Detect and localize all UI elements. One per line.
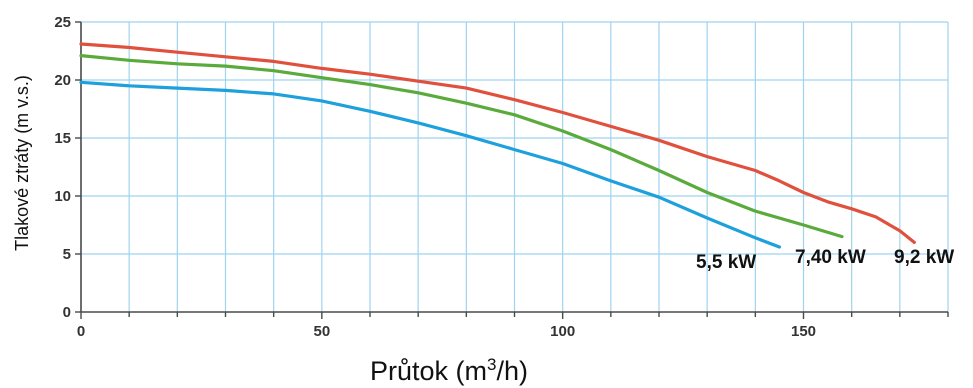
grid <box>81 21 949 312</box>
x-axis-title: Průtok (m3/h) <box>370 355 528 386</box>
y-tick-label: 5 <box>63 246 71 263</box>
y-tick-label: 10 <box>54 188 71 205</box>
axes <box>75 21 949 319</box>
tick-labels: 0 50 100 150 0 5 10 15 20 25 <box>54 14 816 340</box>
series-label: 7,40 kW <box>795 247 866 268</box>
x-axis-title-tail: /h) <box>496 356 528 386</box>
x-axis-title-superscript: 3 <box>487 355 496 374</box>
x-tick-label: 50 <box>313 323 330 340</box>
series-labels: 5,5 kW 7,40 kW 9,2 kW <box>696 247 954 273</box>
y-tick-label: 0 <box>63 304 71 321</box>
series-line <box>79 54 844 239</box>
y-axis-title: Tlakové ztráty (m v.s.) <box>12 75 32 251</box>
series-lines <box>79 42 916 249</box>
y-tick-label: 15 <box>54 130 71 147</box>
series-label: 5,5 kW <box>696 252 756 273</box>
y-tick-label: 25 <box>54 14 71 31</box>
x-axis-title-main: Průtok (m <box>370 356 487 386</box>
x-tick-label: 0 <box>77 323 85 340</box>
x-tick-label: 100 <box>550 323 575 340</box>
series-label: 9,2 kW <box>894 247 954 268</box>
series-line <box>79 80 781 249</box>
y-tick-label: 20 <box>54 72 71 89</box>
x-tick-label: 150 <box>791 323 816 340</box>
series-line <box>79 42 916 244</box>
